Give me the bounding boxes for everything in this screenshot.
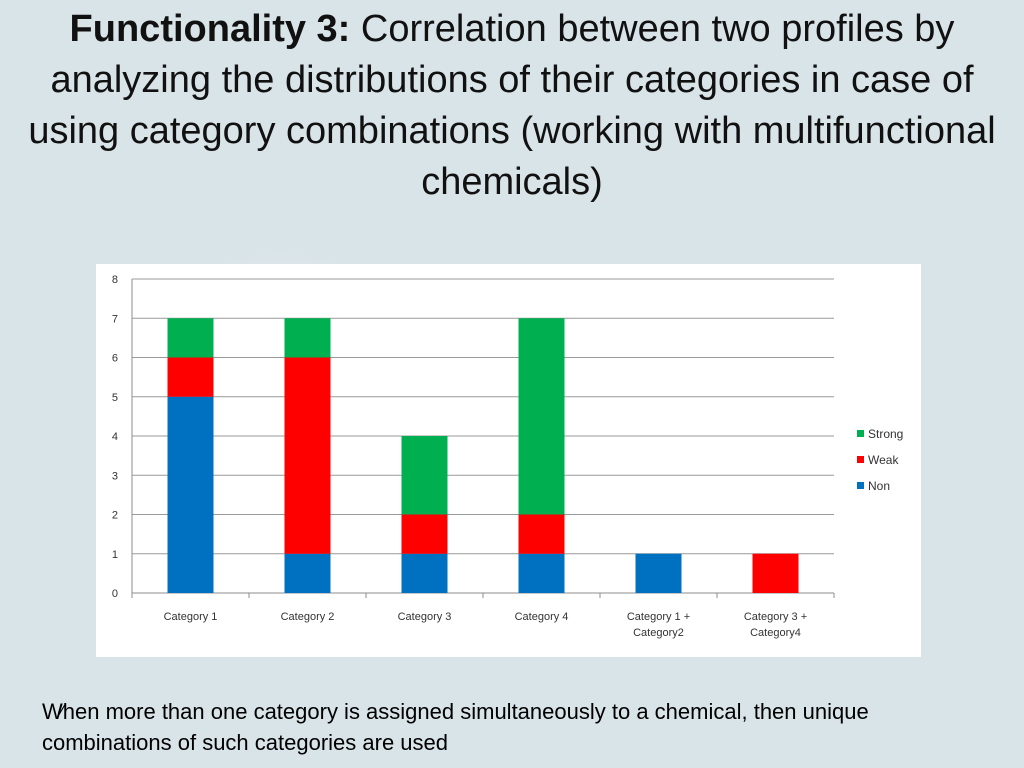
chart-panel: 0 1 2 3 4 5 6 7 8 Category 1 Category 2 Category 3 C… — [96, 264, 921, 657]
y-tick-label-7: 7 — [112, 313, 118, 325]
x-category-label-5-1: Category4 — [750, 627, 801, 639]
bar-strong-0 — [167, 318, 214, 358]
bar-non-0 — [167, 396, 214, 593]
legend-swatch-non — [857, 482, 864, 489]
y-tick-label-5: 5 — [112, 392, 118, 404]
bar-non-1 — [284, 553, 331, 593]
bar-strong-1 — [284, 318, 331, 358]
y-tick-label-1: 1 — [112, 549, 118, 561]
x-category-label-5-0: Category 3 + — [744, 611, 807, 623]
bar-strong-2 — [401, 436, 448, 515]
bar-weak-1 — [284, 357, 331, 554]
legend-label-strong: Strong — [868, 427, 903, 441]
bar-non-2 — [401, 553, 448, 593]
bar-weak-2 — [401, 514, 448, 554]
text-cursor-mark: ⁄ — [60, 702, 64, 722]
y-tick-label-0: 0 — [112, 588, 118, 600]
y-tick-label-4: 4 — [112, 431, 118, 443]
bar-non-4 — [635, 553, 682, 593]
y-tick-label-6: 6 — [112, 353, 118, 365]
title-bold: Functionality 3: — [69, 8, 351, 50]
legend-label-non: Non — [868, 479, 890, 493]
y-tick-label-3: 3 — [112, 470, 118, 482]
y-tick-label-8: 8 — [112, 274, 118, 286]
title-rest: Correlation between two profiles by anal… — [28, 8, 996, 203]
slide-title: Functionality 3: Correlation between two… — [0, 4, 1024, 208]
bar-non-3 — [518, 553, 565, 593]
legend-swatch-weak — [857, 456, 864, 463]
y-tick-label-2: 2 — [112, 510, 118, 522]
x-category-label-1-0: Category 2 — [281, 611, 335, 623]
x-category-label-0-0: Category 1 — [164, 611, 218, 623]
stacked-bar-chart: 0 1 2 3 4 5 6 7 8 Category 1 Category 2 Category 3 C… — [112, 274, 903, 639]
bar-strong-3 — [518, 318, 565, 515]
x-category-label-4-0: Category 1 + — [627, 611, 690, 623]
x-category-label-4-1: Category2 — [633, 627, 684, 639]
footnote: When more than one category is assigned … — [42, 699, 869, 755]
bar-weak-0 — [167, 357, 214, 397]
bar-weak-3 — [518, 514, 565, 554]
legend-label-weak: Weak — [868, 453, 899, 467]
x-category-label-3-0: Category 4 — [515, 611, 569, 623]
x-category-label-2-0: Category 3 — [398, 611, 452, 623]
bar-weak-5 — [752, 553, 799, 593]
legend-swatch-strong — [857, 430, 864, 437]
